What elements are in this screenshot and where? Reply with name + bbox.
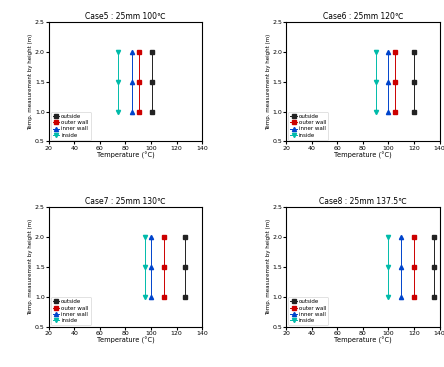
outer wall	[161, 295, 166, 299]
inside	[386, 265, 391, 269]
Line: outer wall: outer wall	[412, 235, 416, 299]
inner wall	[386, 50, 391, 54]
Line: inside: inside	[116, 50, 120, 114]
inside	[373, 50, 378, 54]
outer wall	[137, 109, 142, 114]
outer wall	[392, 109, 397, 114]
inner wall	[386, 109, 391, 114]
inside	[386, 295, 391, 299]
inner wall	[148, 265, 154, 269]
outer wall	[161, 235, 166, 239]
X-axis label: Temperature (°C): Temperature (°C)	[97, 152, 155, 159]
Line: inner wall: inner wall	[130, 50, 134, 114]
outside	[432, 265, 437, 269]
Y-axis label: Temp. measurement by height (m): Temp. measurement by height (m)	[28, 219, 33, 315]
Line: outside: outside	[183, 235, 187, 299]
outside	[150, 50, 155, 54]
outer wall	[161, 265, 166, 269]
inside	[386, 235, 391, 239]
Legend: outside, outer wall, inner wall, inside: outside, outer wall, inner wall, inside	[288, 297, 328, 325]
Legend: outside, outer wall, inner wall, inside: outside, outer wall, inner wall, inside	[51, 297, 91, 325]
outer wall	[137, 80, 142, 84]
Line: inner wall: inner wall	[399, 235, 403, 299]
outside	[183, 235, 188, 239]
Legend: outside, outer wall, inner wall, inside: outside, outer wall, inner wall, inside	[51, 112, 91, 140]
inside	[373, 80, 378, 84]
Line: outside: outside	[150, 50, 155, 114]
outer wall	[411, 235, 416, 239]
inside	[142, 295, 147, 299]
Line: inside: inside	[386, 235, 391, 299]
outer wall	[392, 50, 397, 54]
inner wall	[129, 50, 135, 54]
outside	[411, 50, 416, 54]
inner wall	[399, 265, 404, 269]
outside	[183, 295, 188, 299]
inside	[115, 109, 120, 114]
inside	[142, 235, 147, 239]
inside	[115, 50, 120, 54]
Line: outer wall: outer wall	[393, 50, 397, 114]
Title: Case6 : 25mm 120℃: Case6 : 25mm 120℃	[323, 12, 403, 21]
outer wall	[392, 80, 397, 84]
Line: inner wall: inner wall	[149, 235, 153, 299]
outer wall	[137, 50, 142, 54]
inside	[142, 265, 147, 269]
X-axis label: Temperature (°C): Temperature (°C)	[334, 152, 392, 159]
Line: outer wall: outer wall	[162, 235, 166, 299]
outside	[432, 235, 437, 239]
Line: outer wall: outer wall	[137, 50, 142, 114]
Line: inside: inside	[374, 50, 378, 114]
inner wall	[148, 295, 154, 299]
outside	[150, 109, 155, 114]
outer wall	[411, 295, 416, 299]
outside	[432, 295, 437, 299]
Title: Case5 : 25mm 100℃: Case5 : 25mm 100℃	[85, 12, 166, 21]
outer wall	[411, 265, 416, 269]
inner wall	[399, 235, 404, 239]
inside	[115, 80, 120, 84]
Y-axis label: Temp. measurement by height (m): Temp. measurement by height (m)	[266, 34, 271, 130]
Title: Case7 : 25mm 130℃: Case7 : 25mm 130℃	[85, 197, 166, 206]
Line: outside: outside	[432, 235, 436, 299]
X-axis label: Temperature (°C): Temperature (°C)	[97, 337, 155, 344]
outside	[150, 80, 155, 84]
Line: inner wall: inner wall	[386, 50, 391, 114]
inner wall	[399, 295, 404, 299]
inner wall	[148, 235, 154, 239]
outside	[183, 265, 188, 269]
Line: inside: inside	[143, 235, 147, 299]
outside	[411, 109, 416, 114]
Line: outside: outside	[412, 50, 416, 114]
inside	[373, 109, 378, 114]
Title: Case8 : 25mm 137.5℃: Case8 : 25mm 137.5℃	[319, 197, 407, 206]
X-axis label: Temperature (°C): Temperature (°C)	[334, 337, 392, 344]
Legend: outside, outer wall, inner wall, inside: outside, outer wall, inner wall, inside	[288, 112, 328, 140]
inner wall	[129, 109, 135, 114]
Y-axis label: Temp. measurement by height (m): Temp. measurement by height (m)	[28, 34, 33, 130]
Y-axis label: Temp. measurement by height (m): Temp. measurement by height (m)	[266, 219, 271, 315]
inner wall	[386, 80, 391, 84]
outside	[411, 80, 416, 84]
inner wall	[129, 80, 135, 84]
